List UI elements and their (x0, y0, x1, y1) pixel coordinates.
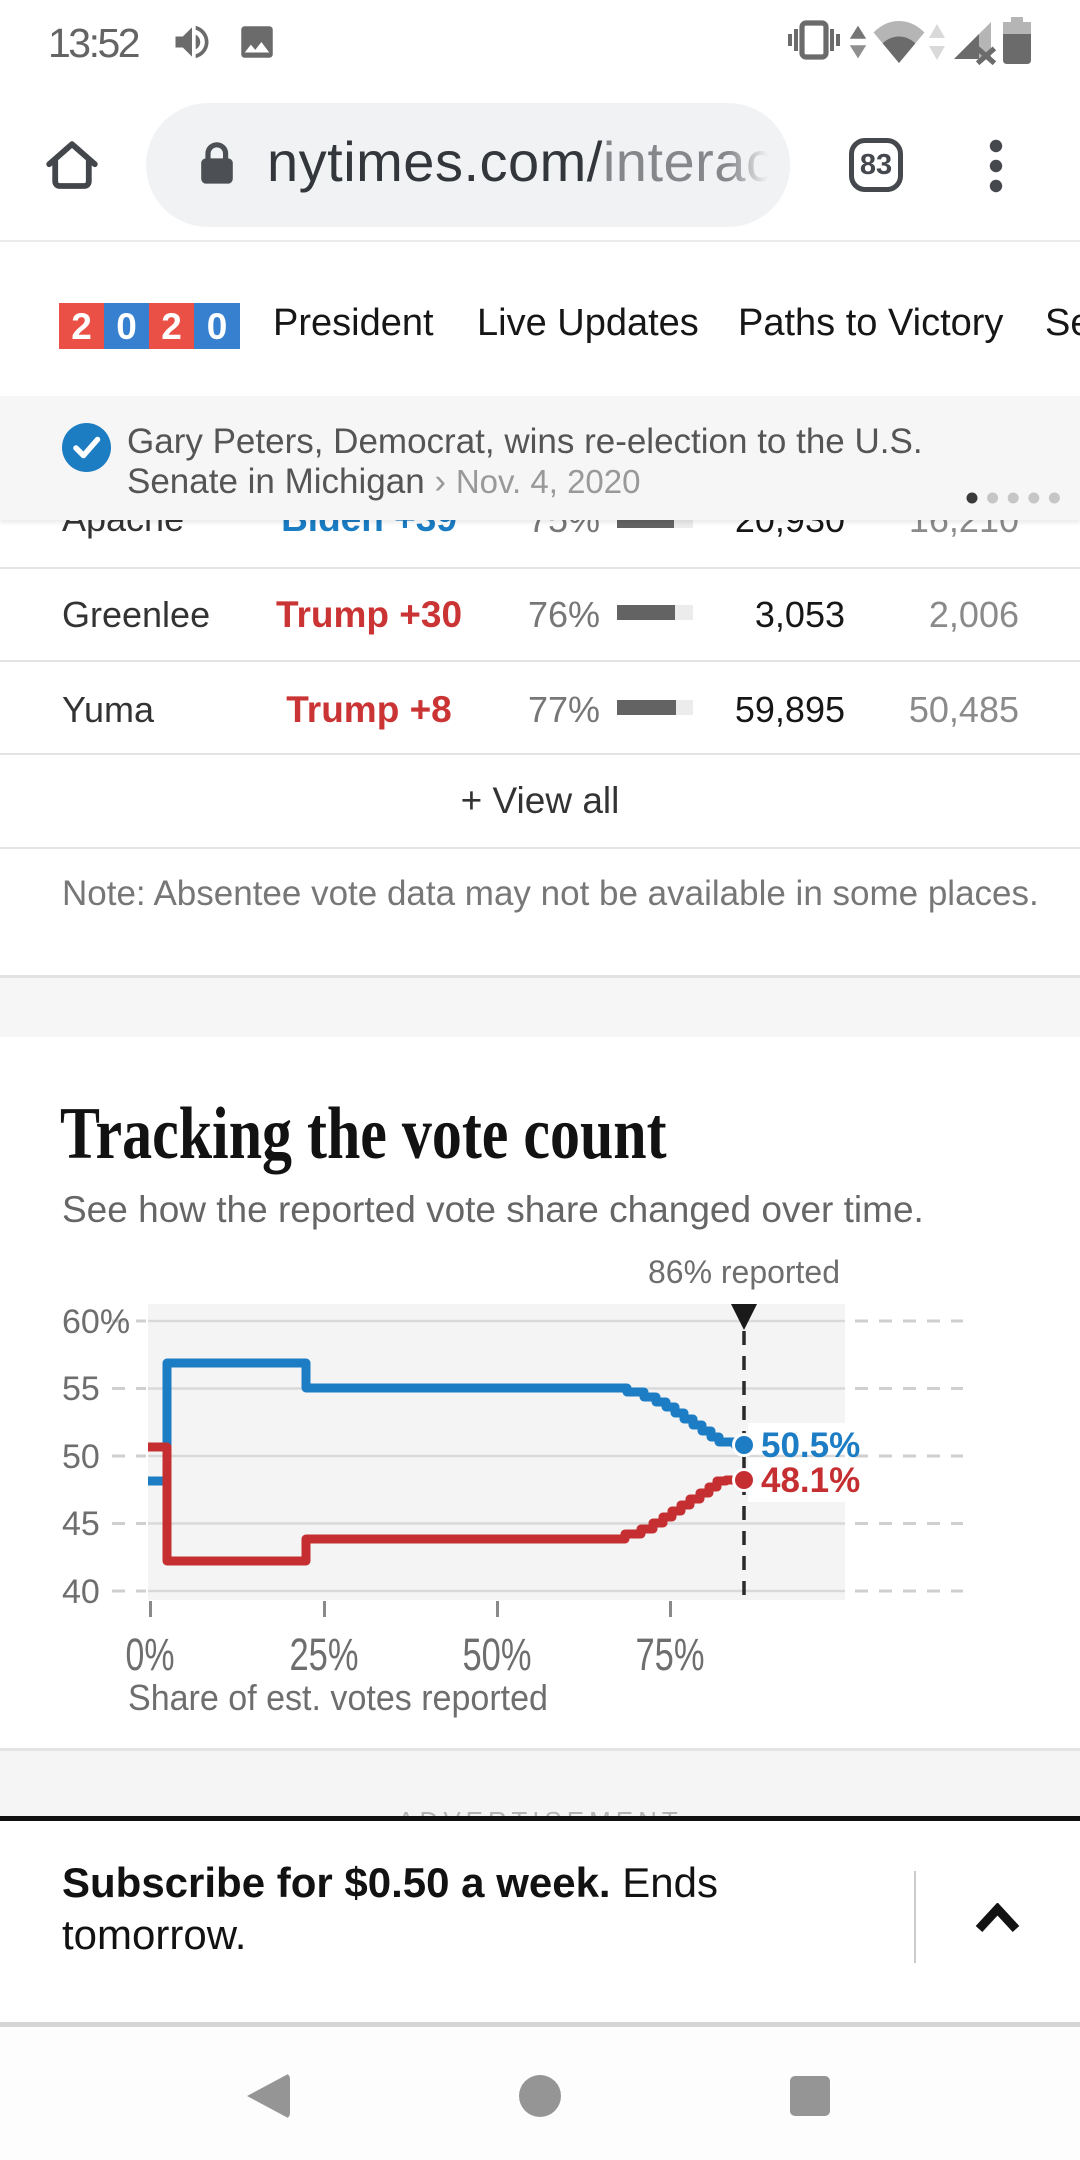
svg-text:55: 55 (62, 1370, 100, 1408)
svg-text:25%: 25% (290, 1629, 359, 1680)
svg-text:0%: 0% (126, 1629, 175, 1680)
svg-text:45: 45 (62, 1505, 100, 1543)
svg-text:48.1%: 48.1% (761, 1461, 860, 1500)
svg-text:40: 40 (62, 1573, 100, 1611)
svg-text:50.5%: 50.5% (761, 1426, 860, 1465)
svg-text:50: 50 (62, 1438, 100, 1476)
svg-text:60%: 60% (62, 1303, 130, 1341)
svg-text:Share of est. votes reported: Share of est. votes reported (128, 1677, 548, 1718)
svg-text:86% reported: 86% reported (648, 1254, 840, 1290)
svg-text:50%: 50% (463, 1629, 532, 1680)
svg-text:75%: 75% (636, 1629, 705, 1680)
